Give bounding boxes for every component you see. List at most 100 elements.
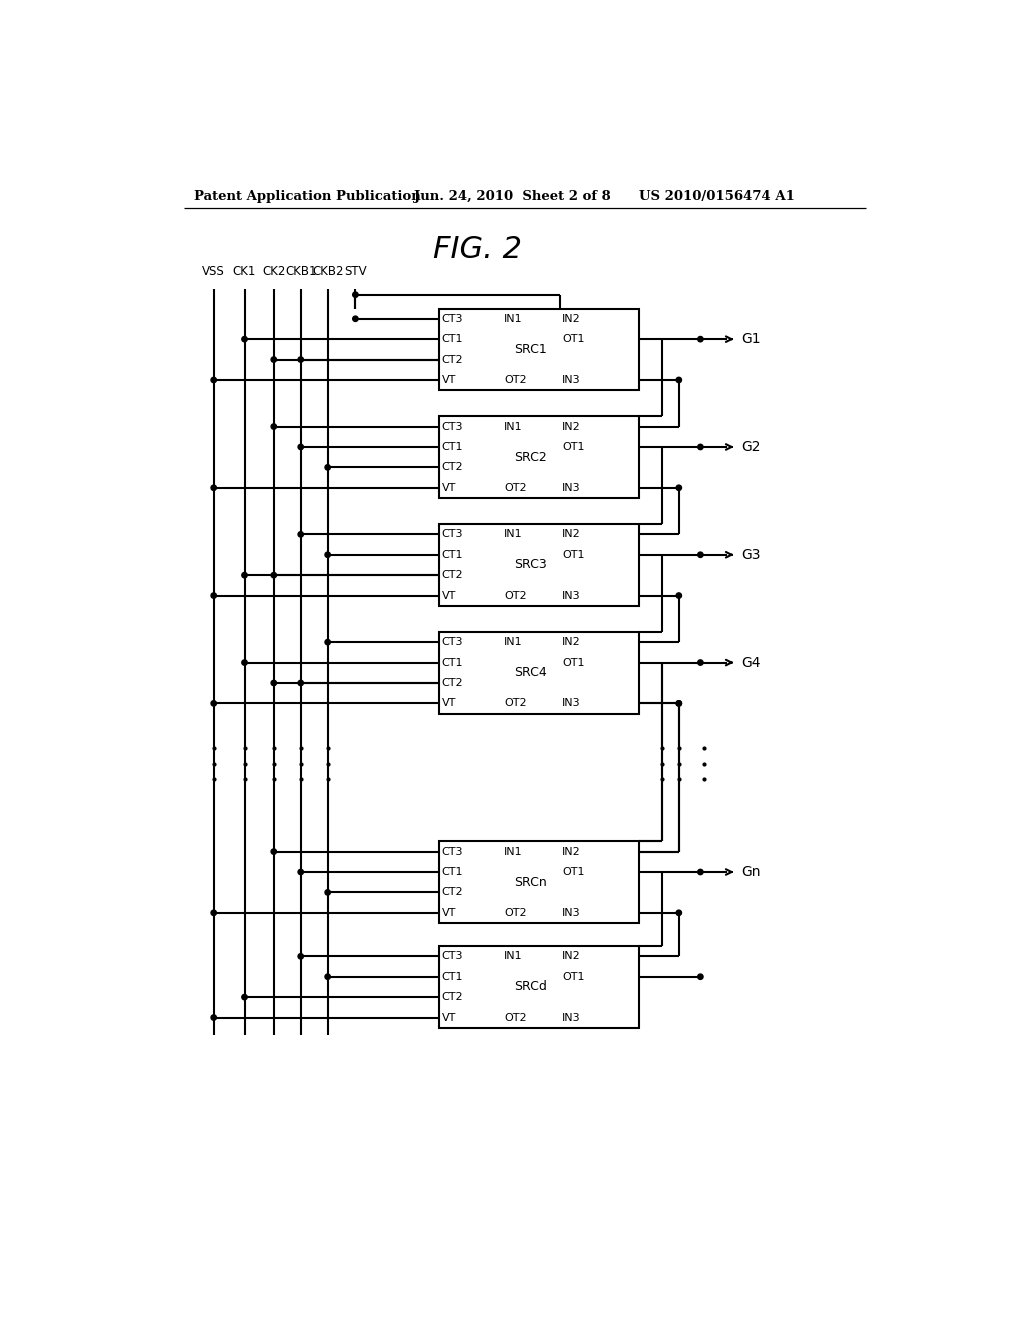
Text: CT2: CT2 bbox=[441, 570, 463, 581]
Text: SRC2: SRC2 bbox=[514, 450, 547, 463]
Circle shape bbox=[211, 1015, 216, 1020]
Circle shape bbox=[697, 660, 703, 665]
Circle shape bbox=[676, 909, 682, 916]
Circle shape bbox=[676, 593, 682, 598]
Text: OT1: OT1 bbox=[562, 657, 585, 668]
Text: IN2: IN2 bbox=[562, 314, 581, 323]
Circle shape bbox=[325, 552, 331, 557]
Text: CT2: CT2 bbox=[441, 678, 463, 688]
Bar bbox=[438, 416, 639, 498]
Circle shape bbox=[211, 593, 216, 598]
Text: IN1: IN1 bbox=[504, 846, 522, 857]
Text: CT1: CT1 bbox=[441, 549, 463, 560]
Text: IN2: IN2 bbox=[562, 529, 581, 540]
Circle shape bbox=[298, 680, 303, 685]
Circle shape bbox=[352, 292, 358, 297]
Circle shape bbox=[676, 484, 682, 491]
Circle shape bbox=[298, 445, 303, 450]
Text: G2: G2 bbox=[741, 440, 761, 454]
Circle shape bbox=[325, 639, 331, 645]
Text: CT1: CT1 bbox=[441, 657, 463, 668]
Circle shape bbox=[242, 660, 247, 665]
Bar bbox=[438, 632, 639, 714]
Text: CT1: CT1 bbox=[441, 442, 463, 451]
Circle shape bbox=[298, 356, 303, 362]
Circle shape bbox=[271, 680, 276, 685]
Text: IN2: IN2 bbox=[562, 421, 581, 432]
Text: CT2: CT2 bbox=[441, 887, 463, 898]
Circle shape bbox=[697, 337, 703, 342]
Text: CT3: CT3 bbox=[441, 314, 463, 323]
Bar bbox=[438, 841, 639, 923]
Text: OT2: OT2 bbox=[504, 590, 526, 601]
Text: G3: G3 bbox=[741, 548, 761, 562]
Text: CT3: CT3 bbox=[441, 846, 463, 857]
Bar bbox=[438, 309, 639, 391]
Bar bbox=[438, 946, 639, 1028]
Text: VT: VT bbox=[441, 698, 456, 709]
Circle shape bbox=[298, 953, 303, 960]
Text: SRC3: SRC3 bbox=[514, 558, 547, 572]
Circle shape bbox=[697, 552, 703, 557]
Circle shape bbox=[242, 573, 247, 578]
Text: IN1: IN1 bbox=[504, 314, 522, 323]
Text: CT3: CT3 bbox=[441, 638, 463, 647]
Circle shape bbox=[211, 378, 216, 383]
Text: OT2: OT2 bbox=[504, 1012, 526, 1023]
Circle shape bbox=[325, 890, 331, 895]
Text: IN3: IN3 bbox=[562, 375, 581, 385]
Circle shape bbox=[271, 356, 276, 362]
Text: CT3: CT3 bbox=[441, 529, 463, 540]
Circle shape bbox=[211, 701, 216, 706]
Text: SRCn: SRCn bbox=[514, 875, 547, 888]
Circle shape bbox=[697, 974, 703, 979]
Bar bbox=[438, 524, 639, 606]
Text: Patent Application Publication: Patent Application Publication bbox=[194, 190, 421, 203]
Text: OT2: OT2 bbox=[504, 483, 526, 492]
Text: IN3: IN3 bbox=[562, 483, 581, 492]
Text: VT: VT bbox=[441, 590, 456, 601]
Circle shape bbox=[325, 465, 331, 470]
Text: FIG. 2: FIG. 2 bbox=[432, 235, 521, 264]
Text: OT1: OT1 bbox=[562, 442, 585, 451]
Text: VT: VT bbox=[441, 1012, 456, 1023]
Circle shape bbox=[271, 849, 276, 854]
Circle shape bbox=[242, 337, 247, 342]
Text: SRC1: SRC1 bbox=[514, 343, 547, 356]
Text: CK1: CK1 bbox=[232, 265, 256, 277]
Text: G4: G4 bbox=[741, 656, 761, 669]
Text: CT2: CT2 bbox=[441, 355, 463, 364]
Circle shape bbox=[697, 870, 703, 875]
Text: OT1: OT1 bbox=[562, 334, 585, 345]
Text: IN1: IN1 bbox=[504, 952, 522, 961]
Circle shape bbox=[676, 701, 682, 706]
Text: IN2: IN2 bbox=[562, 952, 581, 961]
Circle shape bbox=[271, 573, 276, 578]
Text: CT3: CT3 bbox=[441, 952, 463, 961]
Circle shape bbox=[298, 532, 303, 537]
Text: SRCd: SRCd bbox=[514, 981, 547, 994]
Text: CKB1: CKB1 bbox=[285, 265, 316, 277]
Circle shape bbox=[211, 484, 216, 491]
Circle shape bbox=[271, 424, 276, 429]
Text: IN3: IN3 bbox=[562, 1012, 581, 1023]
Circle shape bbox=[325, 974, 331, 979]
Circle shape bbox=[676, 378, 682, 383]
Text: VT: VT bbox=[441, 908, 456, 917]
Text: VSS: VSS bbox=[203, 265, 225, 277]
Text: Gn: Gn bbox=[741, 865, 761, 879]
Text: SRC4: SRC4 bbox=[514, 667, 547, 680]
Text: VT: VT bbox=[441, 375, 456, 385]
Text: OT2: OT2 bbox=[504, 375, 526, 385]
Text: OT2: OT2 bbox=[504, 698, 526, 709]
Text: CT3: CT3 bbox=[441, 421, 463, 432]
Text: CT1: CT1 bbox=[441, 334, 463, 345]
Text: OT1: OT1 bbox=[562, 867, 585, 876]
Text: IN3: IN3 bbox=[562, 908, 581, 917]
Text: CT2: CT2 bbox=[441, 993, 463, 1002]
Text: OT1: OT1 bbox=[562, 972, 585, 982]
Text: G1: G1 bbox=[741, 333, 761, 346]
Text: US 2010/0156474 A1: US 2010/0156474 A1 bbox=[639, 190, 795, 203]
Text: STV: STV bbox=[344, 265, 367, 277]
Circle shape bbox=[676, 701, 682, 706]
